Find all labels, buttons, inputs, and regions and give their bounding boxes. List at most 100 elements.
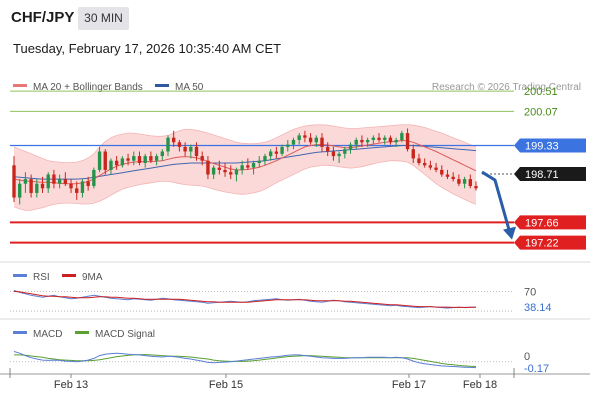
forecast-arrow-head	[503, 226, 516, 240]
rsi-ma-legend-label: 9MA	[82, 272, 103, 283]
ma20-legend-swatch	[13, 84, 27, 87]
bollinger-lower-line	[13, 160, 477, 211]
credit-label: Research © 2026 Trading Central	[432, 82, 581, 93]
candle-body	[320, 137, 324, 147]
rsi-panel: 70 38.14	[10, 286, 552, 314]
macd-panel: 0-0.17	[10, 351, 549, 375]
candle-body	[343, 149, 347, 154]
pivot-tag	[514, 138, 586, 153]
candle-body	[462, 179, 467, 184]
macd-signal-legend-label: MACD Signal	[95, 329, 155, 340]
candle-body	[143, 156, 147, 163]
x-axis: Feb 13 Feb 15 Feb 17 Feb 18	[9, 368, 515, 391]
candle-body	[314, 137, 318, 143]
candle-body	[246, 165, 250, 168]
candle-body	[268, 151, 273, 157]
candle-body	[274, 151, 279, 154]
macd-zero-label: 0	[524, 351, 530, 363]
candle-body	[400, 133, 404, 140]
resistance-label: 200.07	[524, 106, 558, 118]
candle-body	[308, 137, 313, 143]
candle-body	[166, 137, 170, 152]
candle-body	[451, 176, 455, 180]
ma50-legend-label: MA 50	[175, 82, 204, 93]
candle-body	[109, 160, 113, 170]
candle-body	[263, 156, 267, 161]
candle-body	[394, 139, 398, 143]
candle-body	[422, 163, 427, 166]
x-tick-label: Feb 13	[54, 379, 88, 391]
candle-body	[183, 146, 187, 152]
candle-body	[120, 158, 125, 166]
candle-body	[23, 179, 28, 184]
candle-body	[46, 174, 50, 189]
candle-body	[63, 179, 68, 184]
rsi-70-label: 70	[524, 286, 536, 298]
timestamp: Tuesday, February 17, 2026 10:35:40 AM C…	[13, 41, 282, 56]
candle-body	[18, 183, 22, 198]
candle-body	[126, 158, 130, 161]
pivot-label: 199.33	[525, 141, 559, 153]
candle-body	[337, 153, 341, 157]
resistance-label: 200.51	[524, 86, 558, 98]
macd-last-label: -0.17	[524, 363, 549, 375]
candle-body	[326, 146, 330, 152]
candle-body	[348, 144, 353, 150]
candle-body	[360, 139, 364, 143]
candle-body	[440, 169, 444, 175]
candle-body	[286, 144, 290, 147]
chart-header: CHF/JPY 30 MIN Tuesday, February 17, 202…	[0, 0, 590, 64]
candle-body	[365, 139, 370, 143]
candle-body	[411, 149, 415, 159]
candle-body	[69, 183, 73, 189]
candle-body	[291, 139, 296, 145]
candles	[12, 128, 478, 205]
candle-body	[75, 188, 79, 193]
rsi-last-label: 38.14	[524, 302, 552, 314]
candle-body	[371, 137, 376, 140]
candle-body	[57, 179, 62, 184]
support-label: 197.66	[525, 217, 559, 229]
candle-body	[12, 165, 16, 198]
rsi-legend-label: RSI	[33, 272, 50, 283]
candle-body	[383, 137, 387, 140]
ma20-line	[13, 139, 477, 185]
candle-body	[474, 186, 478, 189]
candle-body	[103, 151, 107, 170]
candle-body	[217, 167, 222, 170]
x-tick-label: Feb 17	[392, 379, 426, 391]
candle-body	[177, 142, 182, 147]
candle-body	[457, 179, 461, 184]
moving-averages	[13, 139, 477, 185]
candle-body	[172, 137, 176, 143]
candle-body	[388, 137, 393, 143]
candle-body	[331, 151, 336, 157]
support-tag	[514, 215, 586, 230]
candle-body	[257, 160, 261, 163]
candle-body	[160, 151, 164, 157]
macd-line	[13, 351, 477, 369]
rsi-ma-legend-swatch	[62, 274, 76, 277]
instrument-title: CHF/JPY	[11, 9, 75, 26]
candle-body	[149, 156, 153, 161]
candle-body	[29, 179, 33, 193]
x-tick-label: Feb 15	[209, 379, 243, 391]
candle-body	[132, 156, 136, 161]
candle-body	[377, 137, 381, 140]
level-tags: 200.51 200.07 199.33 198.71 197.66 197.22	[514, 86, 586, 250]
candle-body	[417, 158, 421, 163]
candle-body	[52, 174, 56, 184]
candle-body	[114, 160, 119, 166]
candle-body	[280, 146, 284, 154]
macd-legend-swatch	[13, 331, 27, 334]
candle-body	[80, 181, 85, 193]
candle-body	[303, 135, 307, 138]
candle-body	[354, 139, 358, 145]
candle-body	[40, 183, 45, 189]
candle-body	[206, 160, 210, 175]
timeframe-badge[interactable]: 30 MIN	[78, 7, 129, 30]
candle-body	[468, 179, 472, 187]
last-price-label: 198.71	[525, 169, 559, 181]
macd-legend-label: MACD	[33, 329, 62, 340]
